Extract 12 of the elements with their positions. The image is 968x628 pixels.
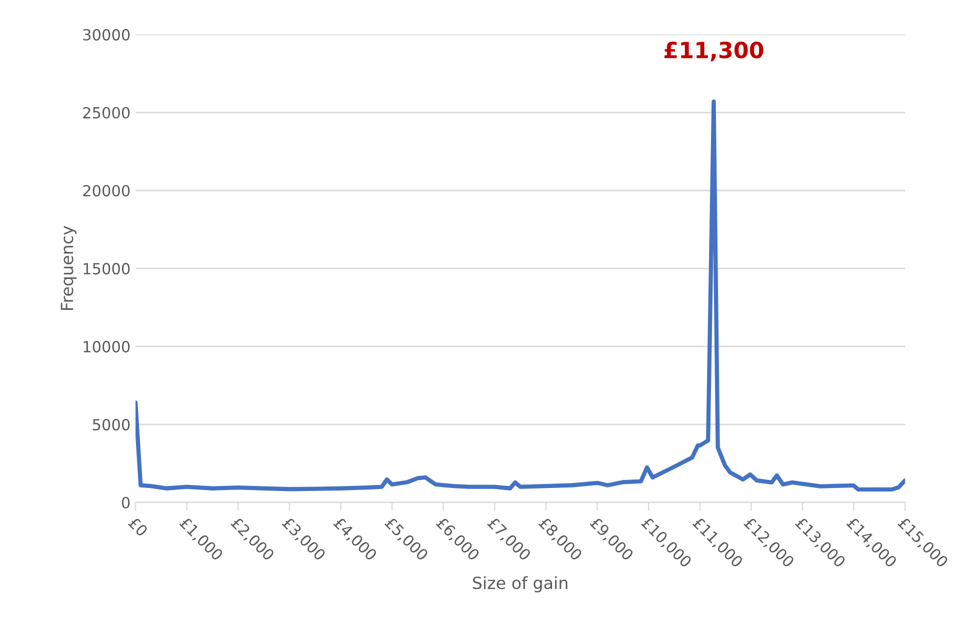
- y-tick-label: 30000: [83, 29, 130, 41]
- x-tick-label: £0: [128, 516, 148, 537]
- line-series: [136, 100, 906, 492]
- x-axis-title: Size of gain: [472, 576, 568, 592]
- y-axis-title: Frequency: [60, 226, 76, 310]
- y-tick-label: 5000: [92, 418, 130, 430]
- y-tick-label: 10000: [84, 340, 130, 352]
- y-tick-label: 15000: [84, 262, 130, 274]
- y-tick-label: 0: [122, 496, 130, 508]
- y-tick-label: 20000: [83, 184, 130, 197]
- y-tick-label: 25000: [83, 106, 130, 119]
- annotation: £11,300: [664, 42, 764, 62]
